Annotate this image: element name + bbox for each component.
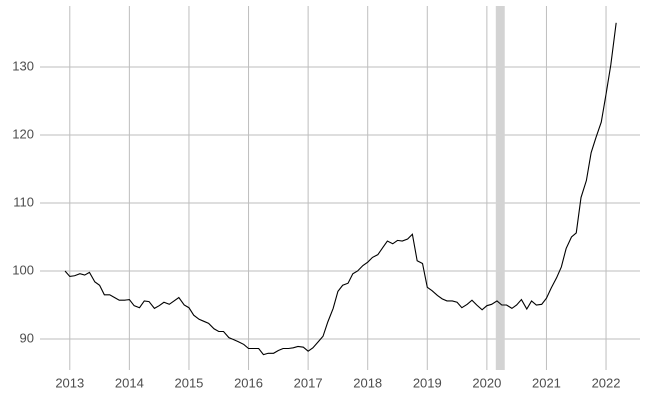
x-tick-label: 2021	[532, 375, 561, 390]
x-tick-label: 2017	[294, 375, 323, 390]
x-tick-label: 2016	[234, 375, 263, 390]
y-tick-label: 130	[12, 58, 34, 73]
y-tick-label: 110	[13, 194, 34, 209]
y-tick-label: 120	[12, 126, 34, 141]
x-tick-label: 2014	[115, 375, 144, 390]
x-tick-label: 2020	[472, 375, 501, 390]
data-line	[64, 22, 617, 356]
x-tick-label: 2015	[174, 375, 203, 390]
x-tick-label: 2018	[353, 375, 382, 390]
x-tick-label: 2022	[592, 375, 621, 390]
y-tick-label: 100	[12, 262, 34, 277]
y-tick-label: 90	[20, 330, 34, 345]
x-tick-label: 2013	[55, 375, 84, 390]
x-tick-label: 2019	[413, 375, 442, 390]
shaded-period	[495, 6, 505, 370]
